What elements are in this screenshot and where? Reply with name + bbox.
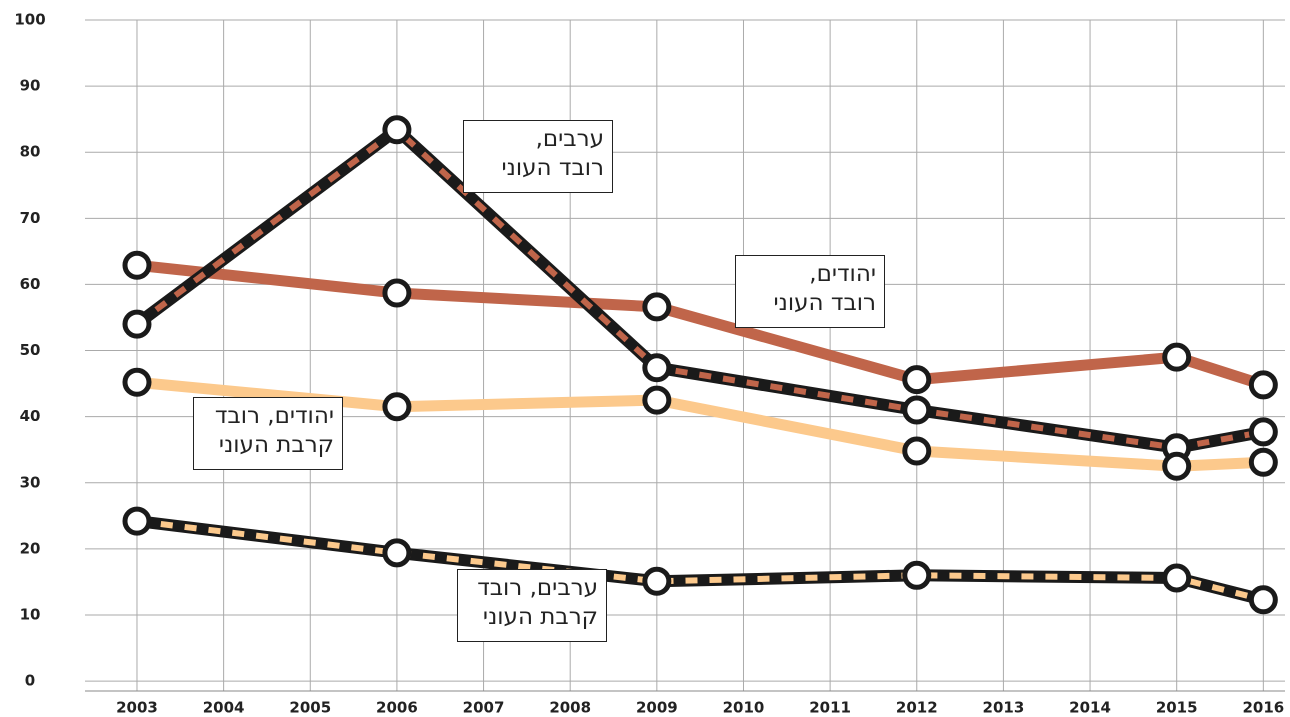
x-tick-label: 2009 [636,699,678,717]
series-label: יהודים, רובד העוני [735,255,885,328]
series-line [136,259,1266,391]
point-marker [1248,585,1278,615]
x-tick-label: 2016 [1242,699,1284,717]
y-tick-label: 20 [20,539,41,557]
point-marker [122,309,152,339]
point-marker [1248,417,1278,447]
point-marker [902,395,932,425]
y-tick-label: 50 [20,341,41,359]
y-tick-label: 80 [20,143,41,161]
x-tick-label: 2010 [723,699,765,717]
series-label-text: יהודים, רובד העוני [735,255,885,328]
x-tick-label: 2012 [896,699,938,717]
point-marker [902,436,932,466]
x-tick-label: 2011 [809,699,851,717]
point-marker [1162,563,1192,593]
series-label-text: ערבים, רובד קרבת העוני [457,569,607,642]
point-marker [1248,370,1278,400]
x-tick-label: 2015 [1156,699,1198,717]
series-line-dash [135,126,1264,451]
point-marker [122,250,152,280]
y-tick-label: 40 [20,407,41,425]
x-tick-label: 2004 [203,699,245,717]
series-label: ערבים, רובד העוני [463,120,613,193]
point-marker [902,560,932,590]
y-tick-label: 90 [20,77,41,95]
point-marker [1248,447,1278,477]
y-tick-label: 0 [25,672,35,690]
x-tick-label: 2013 [983,699,1025,717]
series-line-dash [136,518,1265,603]
series-line [136,515,1265,606]
x-tick-label: 2003 [116,699,158,717]
point-marker [642,385,672,415]
y-tick-label: 60 [20,275,41,293]
x-tick-label: 2008 [549,699,591,717]
point-marker [642,566,672,596]
x-tick-label: 2014 [1069,699,1111,717]
series-label: ערבים, רובד קרבת העוני [457,569,607,642]
y-tick-label: 10 [20,605,41,623]
series-label: יהודים, רובד קרבת העוני [193,397,343,470]
y-tick-label: 30 [20,473,41,491]
point-marker [382,538,412,568]
point-marker [122,367,152,397]
y-tick-label: 100 [14,11,45,29]
point-marker [1162,451,1192,481]
point-marker [1162,342,1192,372]
point-marker [382,392,412,422]
y-tick-label: 70 [20,209,41,227]
point-marker [902,365,932,395]
x-tick-label: 2007 [463,699,505,717]
series-label-text: יהודים, רובד קרבת העוני [193,397,343,470]
point-marker [382,115,412,145]
point-marker [122,506,152,536]
x-tick-label: 2005 [289,699,331,717]
series-label-text: ערבים, רובד העוני [463,120,613,193]
point-marker [382,278,412,308]
point-marker [642,292,672,322]
x-tick-label: 2006 [376,699,418,717]
point-marker [642,353,672,383]
